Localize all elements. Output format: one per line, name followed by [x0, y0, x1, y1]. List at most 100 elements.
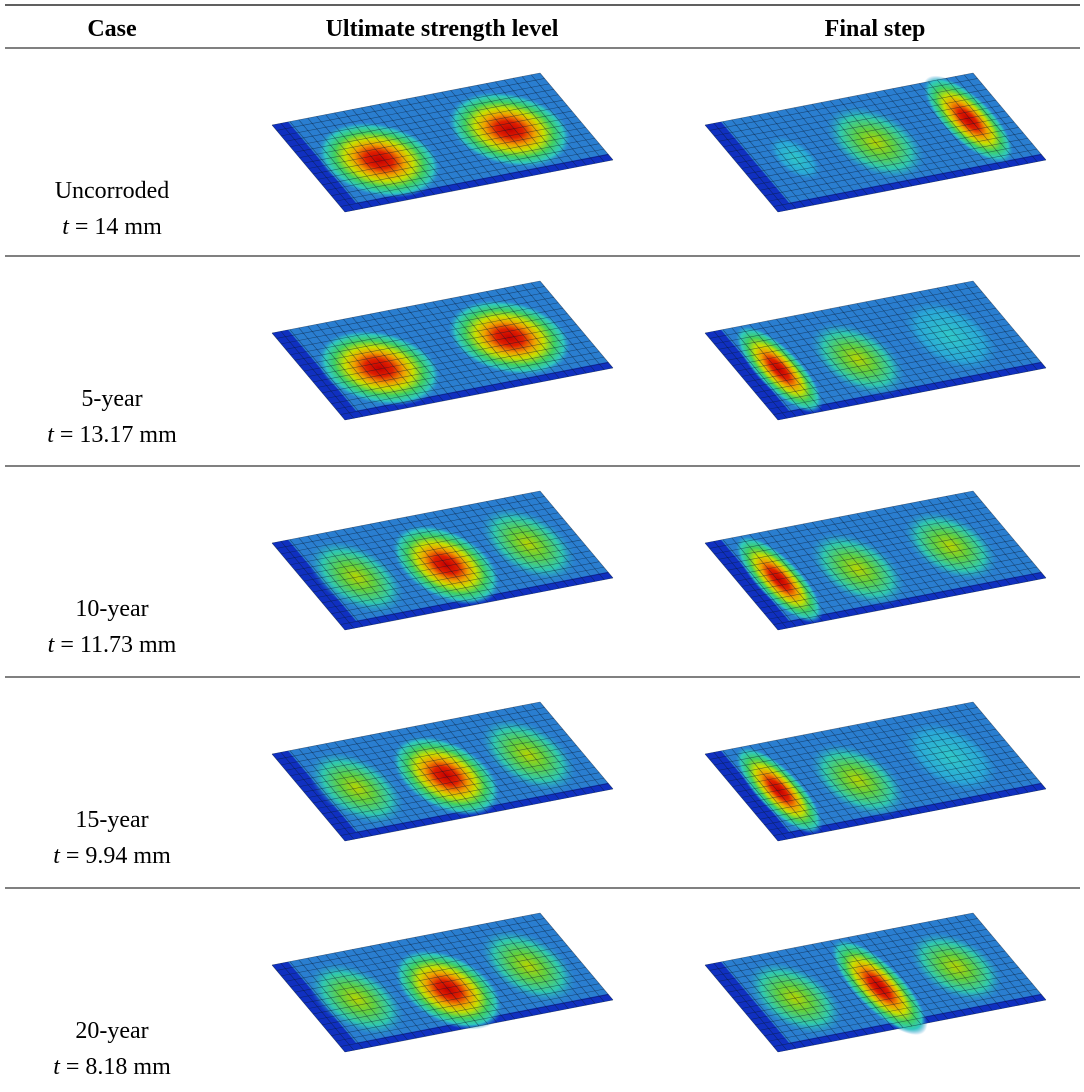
- mesh-line: [742, 535, 1010, 587]
- mesh-line: [728, 100, 996, 152]
- case-thickness: t = 11.73 mm: [48, 632, 177, 658]
- mesh-line: [728, 940, 996, 992]
- mesh-line: [751, 545, 1019, 597]
- mesh-line: [714, 84, 982, 136]
- mesh-line: [769, 357, 1037, 409]
- mesh-line: [295, 100, 563, 152]
- case-thickness: t = 14 mm: [62, 214, 162, 240]
- mesh-line: [299, 946, 567, 998]
- mesh-line: [773, 573, 1041, 625]
- mesh-line: [290, 513, 558, 565]
- mesh-line: [714, 292, 982, 344]
- plate-render: [705, 702, 1046, 841]
- mesh-line: [760, 346, 1028, 398]
- mesh-line: [732, 735, 1000, 787]
- mesh-line: [327, 556, 595, 608]
- mesh-line: [299, 106, 567, 158]
- mesh-line: [336, 567, 604, 619]
- mesh-line: [760, 138, 1028, 190]
- plate-render: [272, 913, 615, 1055]
- mesh-line: [286, 89, 554, 141]
- mesh-line: [286, 929, 554, 981]
- thickness-symbol: t: [48, 632, 56, 658]
- mesh-line: [313, 751, 581, 803]
- mesh-line: [327, 346, 595, 398]
- mesh-line: [286, 507, 554, 559]
- mesh-line: [331, 144, 599, 196]
- mesh-line: [737, 319, 1005, 371]
- mesh-line: [290, 935, 558, 987]
- mesh-line: [322, 973, 590, 1025]
- mesh-line: [773, 155, 1041, 207]
- mesh-line: [345, 1000, 613, 1052]
- mesh-line: [728, 518, 996, 570]
- mesh-line: [728, 308, 996, 360]
- mesh-line: [760, 767, 1028, 819]
- mesh-line: [318, 756, 586, 808]
- mesh-line: [773, 995, 1041, 1047]
- mesh-line: [710, 707, 978, 759]
- mesh-line: [714, 502, 982, 554]
- header-case: Case: [87, 16, 137, 42]
- thickness-symbol: t: [53, 1054, 61, 1080]
- mesh-line: [309, 325, 577, 377]
- mesh-line: [286, 718, 554, 770]
- mesh-line: [769, 778, 1037, 830]
- mesh-line: [719, 297, 987, 349]
- mesh-line: [723, 513, 991, 565]
- mesh-line: [318, 127, 586, 179]
- mesh-line: [755, 341, 1023, 393]
- mesh-line: [318, 545, 586, 597]
- case-thickness: t = 13.17 mm: [47, 422, 177, 448]
- mesh-line: [755, 973, 1023, 1025]
- mesh-line: [773, 784, 1041, 836]
- header-final: Final step: [825, 16, 926, 42]
- mesh-line: [345, 789, 613, 841]
- mesh-line: [272, 702, 540, 754]
- thickness-symbol: t: [62, 214, 70, 240]
- mesh-line: [760, 978, 1028, 1030]
- mesh-line: [290, 303, 558, 355]
- mesh-line: [719, 507, 987, 559]
- mesh-line: [345, 160, 613, 212]
- mesh-line: [746, 122, 1014, 174]
- mesh-line: [742, 325, 1010, 377]
- mesh-line: [760, 556, 1028, 608]
- mesh-line: [728, 729, 996, 781]
- mesh-line: [769, 989, 1037, 1041]
- mesh-line: [277, 707, 545, 759]
- mesh-line: [719, 929, 987, 981]
- mesh-line: [723, 935, 991, 987]
- mesh-line: [737, 740, 1005, 792]
- mesh-line: [277, 286, 545, 338]
- case-name: Uncorroded: [55, 178, 170, 204]
- mesh-line: [710, 286, 978, 338]
- mesh-line: [331, 773, 599, 825]
- mesh-line: [295, 940, 563, 992]
- mesh-line: [281, 292, 549, 344]
- mesh-line: [755, 551, 1023, 603]
- mesh-line: [336, 357, 604, 409]
- mesh-line: [742, 117, 1010, 169]
- plate-render: [272, 281, 613, 420]
- mesh-line: [340, 784, 608, 836]
- mesh-line: [272, 913, 540, 965]
- mesh-line: [719, 718, 987, 770]
- mesh-line: [732, 106, 1000, 158]
- mesh-line: [281, 502, 549, 554]
- mesh-line: [281, 924, 549, 976]
- mesh-line: [751, 967, 1019, 1019]
- plate-render: [705, 281, 1046, 420]
- mesh-line: [746, 330, 1014, 382]
- mesh-line: [778, 160, 1046, 212]
- mesh-line: [769, 567, 1037, 619]
- case-thickness: t = 8.18 mm: [53, 1054, 171, 1080]
- mesh-line: [322, 762, 590, 814]
- mesh-line: [322, 551, 590, 603]
- mesh-line: [309, 535, 577, 587]
- mesh-line: [764, 562, 1032, 614]
- mesh-line: [336, 989, 604, 1041]
- case-name: 5-year: [81, 386, 142, 412]
- thickness-value: = 9.94 mm: [66, 843, 171, 869]
